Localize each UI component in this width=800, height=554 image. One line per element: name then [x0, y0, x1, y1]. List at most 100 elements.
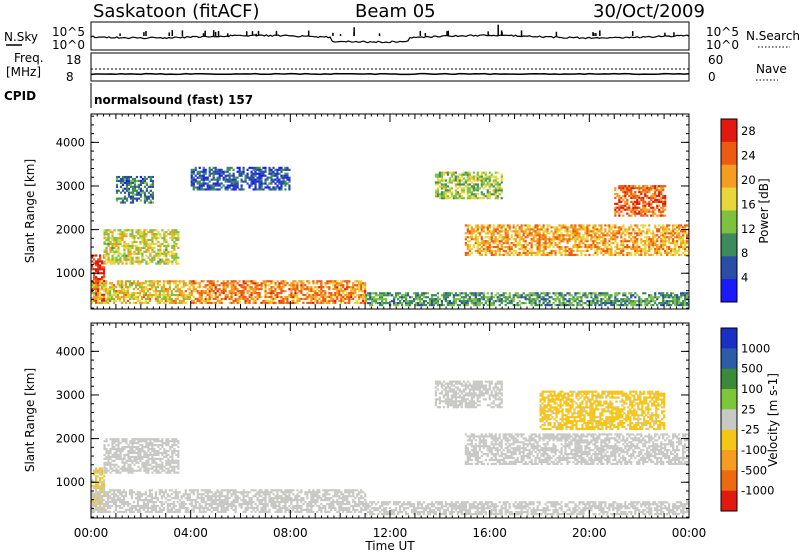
- echo-cell: [98, 254, 102, 257]
- echo-cell: [516, 292, 519, 295]
- echo-cell: [194, 174, 197, 177]
- echo-cell: [129, 185, 133, 188]
- echo-cell: [350, 291, 353, 295]
- echo-cell: [624, 185, 627, 188]
- echo-cell: [670, 303, 673, 307]
- echo-cell: [544, 292, 547, 295]
- echo-cell: [632, 230, 635, 233]
- echo-cell: [430, 296, 434, 299]
- echo-cell: [574, 292, 577, 295]
- echo-cell: [546, 294, 549, 297]
- echo-cell: [350, 293, 353, 297]
- echo-cell: [151, 260, 154, 263]
- echo-cell: [634, 296, 637, 299]
- echo-cell: [94, 287, 98, 291]
- echo-cell: [246, 168, 249, 171]
- echo-cell: [608, 230, 611, 233]
- echo-cell: [371, 303, 374, 307]
- echo-cell: [422, 300, 426, 303]
- echo-cell: [446, 197, 450, 200]
- echo-cell: [250, 280, 253, 283]
- echo-cell: [500, 175, 503, 178]
- echo-cell: [348, 295, 351, 299]
- echo-cell: [342, 286, 345, 289]
- echo-cell: [518, 232, 521, 235]
- echo-cell: [684, 242, 687, 245]
- echo-cell: [133, 244, 136, 248]
- echo-cell: [131, 240, 134, 244]
- echo-cell: [392, 298, 396, 301]
- echo-cell: [444, 292, 448, 295]
- echo-cell: [470, 185, 473, 188]
- echo-cell: [586, 232, 589, 235]
- echo-cell: [664, 204, 667, 207]
- echo-cell: [180, 286, 183, 289]
- echo-cell: [630, 251, 633, 255]
- echo-cell: [400, 302, 404, 305]
- echo-cell: [152, 293, 155, 297]
- echo-cell: [194, 301, 197, 304]
- echo-cell: [100, 286, 104, 289]
- echo-cell: [162, 286, 165, 289]
- echo-cell: [584, 244, 587, 247]
- echo-cell: [242, 288, 245, 291]
- echo-cell: [270, 178, 273, 181]
- echo-cell: [190, 182, 193, 185]
- echo-cell: [294, 291, 297, 295]
- echo-cell: [124, 295, 128, 299]
- echo-cell: [270, 280, 273, 283]
- echo-cell: [652, 196, 655, 200]
- echo-cell: [148, 291, 151, 295]
- echo-cell: [139, 233, 142, 236]
- echo-cell: [466, 294, 469, 297]
- echo-cell: [614, 208, 617, 211]
- echo-cell: [596, 242, 599, 245]
- echo-cell: [147, 248, 150, 251]
- echo-cell: [600, 226, 603, 229]
- echo-cell: [202, 184, 205, 187]
- echo-cell: [478, 234, 481, 237]
- echo-cell: [510, 234, 513, 237]
- echo-cell: [365, 298, 368, 301]
- echo-cell: [142, 286, 146, 289]
- echo-cell: [156, 299, 159, 303]
- echo-cell: [618, 253, 621, 256]
- echo-cell: [254, 280, 257, 283]
- echo-cell: [147, 250, 150, 253]
- echo-cell: [134, 286, 138, 289]
- echo-cell: [662, 303, 665, 307]
- echo-cell: [330, 280, 333, 283]
- echo-cell: [518, 236, 521, 239]
- echo-cell: [107, 254, 110, 257]
- echo-cell: [208, 295, 211, 299]
- echo-cell: [504, 232, 507, 235]
- echo-cell: [270, 182, 273, 185]
- echo-cell: [350, 297, 353, 301]
- echo-cell: [578, 228, 581, 231]
- echo-cell: [534, 226, 537, 229]
- echo-cell: [434, 300, 438, 303]
- echo-cell: [348, 286, 351, 289]
- echo-cell: [310, 286, 313, 289]
- echo-cell: [618, 251, 621, 255]
- echo-cell: [122, 299, 126, 303]
- echo-cell: [164, 280, 167, 283]
- echo-cell: [592, 232, 595, 235]
- echo-cell: [414, 303, 418, 307]
- echo-cell: [674, 294, 677, 297]
- echo-cell: [498, 300, 501, 303]
- echo-cell: [482, 244, 485, 247]
- echo-cell: [488, 177, 491, 180]
- echo-cell: [596, 251, 599, 255]
- echo-cell: [396, 292, 400, 295]
- echo-cell: [468, 195, 471, 198]
- echo-cell: [146, 297, 150, 301]
- echo-cell: [534, 300, 537, 303]
- echo-cell: [230, 301, 233, 304]
- echo-cell: [648, 210, 651, 213]
- echo-cell: [135, 185, 139, 188]
- echo-cell: [498, 240, 501, 243]
- echo-cell: [566, 238, 569, 241]
- echo-cell: [500, 181, 503, 184]
